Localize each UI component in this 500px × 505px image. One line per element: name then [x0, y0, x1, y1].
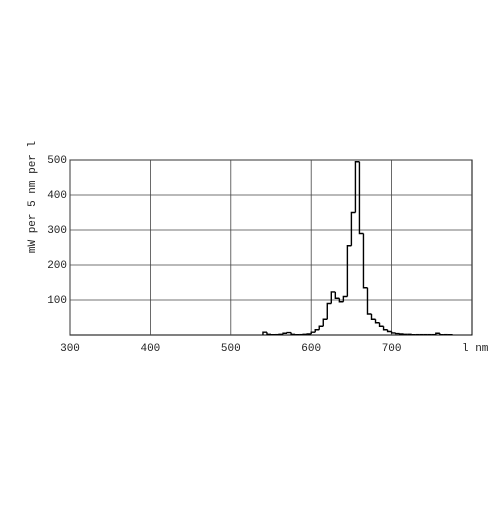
- histogram-bar: [372, 314, 376, 319]
- histogram-bar: [396, 333, 400, 334]
- histogram-bar: [363, 234, 367, 288]
- x-tick-label: 600: [301, 343, 321, 355]
- histogram-bar: [440, 333, 444, 334]
- x-axis-label: l nm: [462, 343, 489, 355]
- histogram-bar: [343, 297, 347, 302]
- histogram-bar: [319, 326, 323, 330]
- y-tick-label: 300: [47, 225, 67, 237]
- x-tick-label: 500: [221, 343, 241, 355]
- histogram-bar: [267, 332, 271, 334]
- histogram-bar: [315, 330, 319, 332]
- y-tick-label: 500: [47, 155, 67, 167]
- histogram-bar: [335, 292, 339, 298]
- y-tick-label: 400: [47, 190, 67, 202]
- x-tick-label: 700: [382, 343, 402, 355]
- y-tick-label: 100: [47, 295, 67, 307]
- x-tick-label: 300: [60, 343, 80, 355]
- histogram-bar: [347, 246, 351, 297]
- histogram-bar: [311, 332, 315, 334]
- histogram-bar: [384, 326, 388, 330]
- histogram-bar: [388, 330, 392, 332]
- histogram-bar: [359, 162, 363, 234]
- y-axis-label: mW per 5 nm per l: [27, 141, 39, 253]
- histogram-bar: [283, 333, 287, 334]
- histogram-bar: [351, 213, 355, 246]
- histogram-bar: [327, 304, 331, 320]
- histogram-bar: [392, 332, 396, 333]
- plot-frame: [70, 160, 472, 335]
- histogram-bar: [376, 319, 380, 323]
- x-tick-label: 400: [140, 343, 160, 355]
- histogram-bar: [291, 333, 295, 335]
- y-tick-label: 200: [47, 260, 67, 272]
- histogram-bar: [323, 319, 327, 326]
- histogram-bar: [367, 288, 371, 314]
- histogram-bar: [380, 323, 384, 327]
